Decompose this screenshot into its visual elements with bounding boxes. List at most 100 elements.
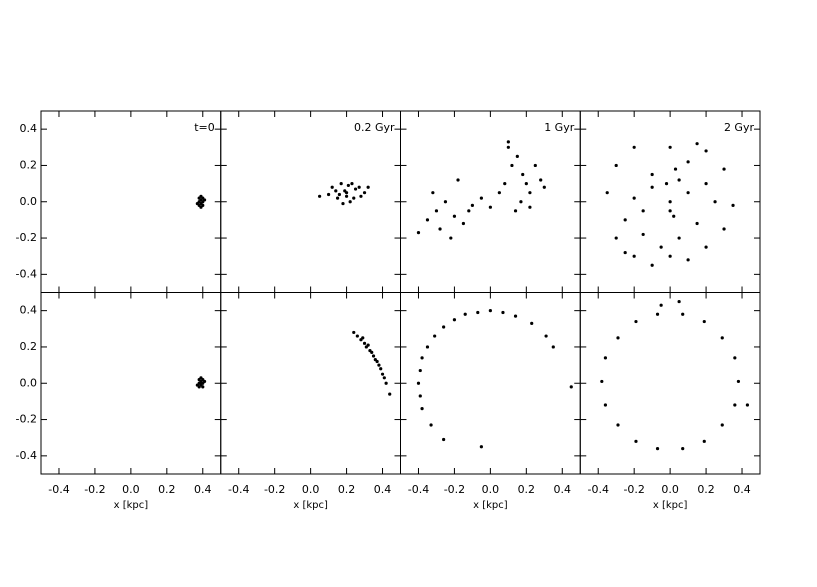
- x-tick-label: -0.2: [264, 483, 285, 496]
- y-tick-label: -0.4: [16, 449, 37, 462]
- particle: [603, 403, 608, 407]
- particle: [745, 403, 750, 407]
- particle: [420, 356, 424, 360]
- particle: [197, 203, 201, 207]
- x-axis-label: x [kpc]: [114, 500, 149, 511]
- particle: [416, 381, 421, 385]
- panel-annotation: 0.2 Gyr: [354, 121, 395, 134]
- x-tick-label: 0.2: [338, 483, 356, 496]
- particle: [686, 160, 690, 164]
- particle: [497, 191, 501, 195]
- particle: [197, 385, 201, 389]
- x-tick-label: -0.4: [228, 483, 249, 496]
- particle: [201, 378, 205, 382]
- x-tick-label: -0.4: [48, 483, 69, 496]
- particle: [681, 446, 685, 451]
- particle: [702, 439, 706, 443]
- particle: [686, 258, 690, 262]
- particle: [616, 336, 620, 340]
- particle: [380, 372, 385, 376]
- particle: [353, 187, 358, 191]
- particle: [339, 182, 343, 186]
- particle: [659, 245, 663, 249]
- panel-frame: [400, 110, 581, 293]
- particle: [664, 182, 669, 186]
- particle: [461, 221, 466, 226]
- particle: [733, 356, 737, 360]
- particle: [668, 200, 672, 204]
- particle: [420, 407, 424, 411]
- particle: [335, 196, 340, 200]
- particle: [330, 185, 334, 189]
- x-tick-label: 0.4: [374, 483, 392, 496]
- particle: [456, 178, 460, 182]
- particle: [513, 209, 518, 213]
- particle: [677, 178, 681, 182]
- particle: [668, 145, 672, 149]
- particle: [673, 167, 678, 171]
- particle: [614, 236, 618, 240]
- particle: [334, 189, 338, 193]
- particle: [384, 381, 388, 385]
- particle: [702, 319, 706, 324]
- x-tick-label: -0.2: [84, 483, 105, 496]
- particle: [375, 359, 379, 364]
- particle: [371, 354, 376, 358]
- panel-frame: [220, 110, 401, 293]
- x-axis-label: x [kpc]: [653, 500, 688, 511]
- particle: [425, 345, 430, 349]
- particle: [341, 201, 345, 206]
- particle: [655, 446, 660, 451]
- y-tick-label: 0.0: [20, 195, 38, 208]
- particle: [201, 196, 205, 200]
- particle: [605, 191, 609, 195]
- y-tick-label: 0.0: [20, 376, 38, 389]
- particle: [515, 154, 519, 158]
- particle: [720, 336, 724, 340]
- particle: [352, 196, 356, 200]
- particle: [346, 183, 350, 188]
- x-tick-label: 0.4: [194, 483, 212, 496]
- particle: [713, 200, 717, 204]
- particle: [722, 227, 726, 231]
- particle: [352, 330, 356, 335]
- particle: [438, 227, 442, 231]
- x-tick-label: 0.0: [661, 483, 679, 496]
- particle: [431, 191, 435, 195]
- particle: [650, 263, 654, 267]
- panel-frame: [40, 292, 222, 475]
- particle: [600, 379, 604, 384]
- particle: [467, 209, 471, 213]
- particle: [513, 314, 518, 318]
- particle: [379, 367, 383, 371]
- particle: [533, 163, 537, 168]
- x-axis-label: x [kpc]: [293, 500, 328, 511]
- particle: [506, 140, 510, 144]
- y-tick-label: -0.4: [16, 267, 37, 280]
- panel-annotation: 1 Gyr: [544, 121, 575, 134]
- particle: [463, 312, 467, 316]
- x-tick-label: 0.0: [122, 483, 140, 496]
- particle: [733, 403, 737, 407]
- y-tick-label: 0.4: [20, 304, 38, 317]
- particle: [452, 318, 457, 322]
- particle: [695, 142, 699, 146]
- particle: [632, 145, 636, 149]
- particle: [370, 350, 374, 354]
- particle: [634, 439, 638, 443]
- particle: [722, 167, 726, 171]
- panel-frame: [579, 292, 761, 475]
- particle: [359, 194, 363, 198]
- particle: [377, 363, 381, 367]
- x-axis-label: x [kpc]: [473, 500, 508, 511]
- particle: [337, 192, 341, 197]
- particle: [355, 334, 359, 338]
- particle: [704, 149, 708, 153]
- panel-annotation: t=0: [194, 121, 215, 134]
- particle: [510, 163, 514, 168]
- y-tick-label: 0.2: [20, 158, 38, 171]
- particle: [449, 236, 453, 240]
- particle: [539, 178, 543, 182]
- particle: [650, 172, 654, 177]
